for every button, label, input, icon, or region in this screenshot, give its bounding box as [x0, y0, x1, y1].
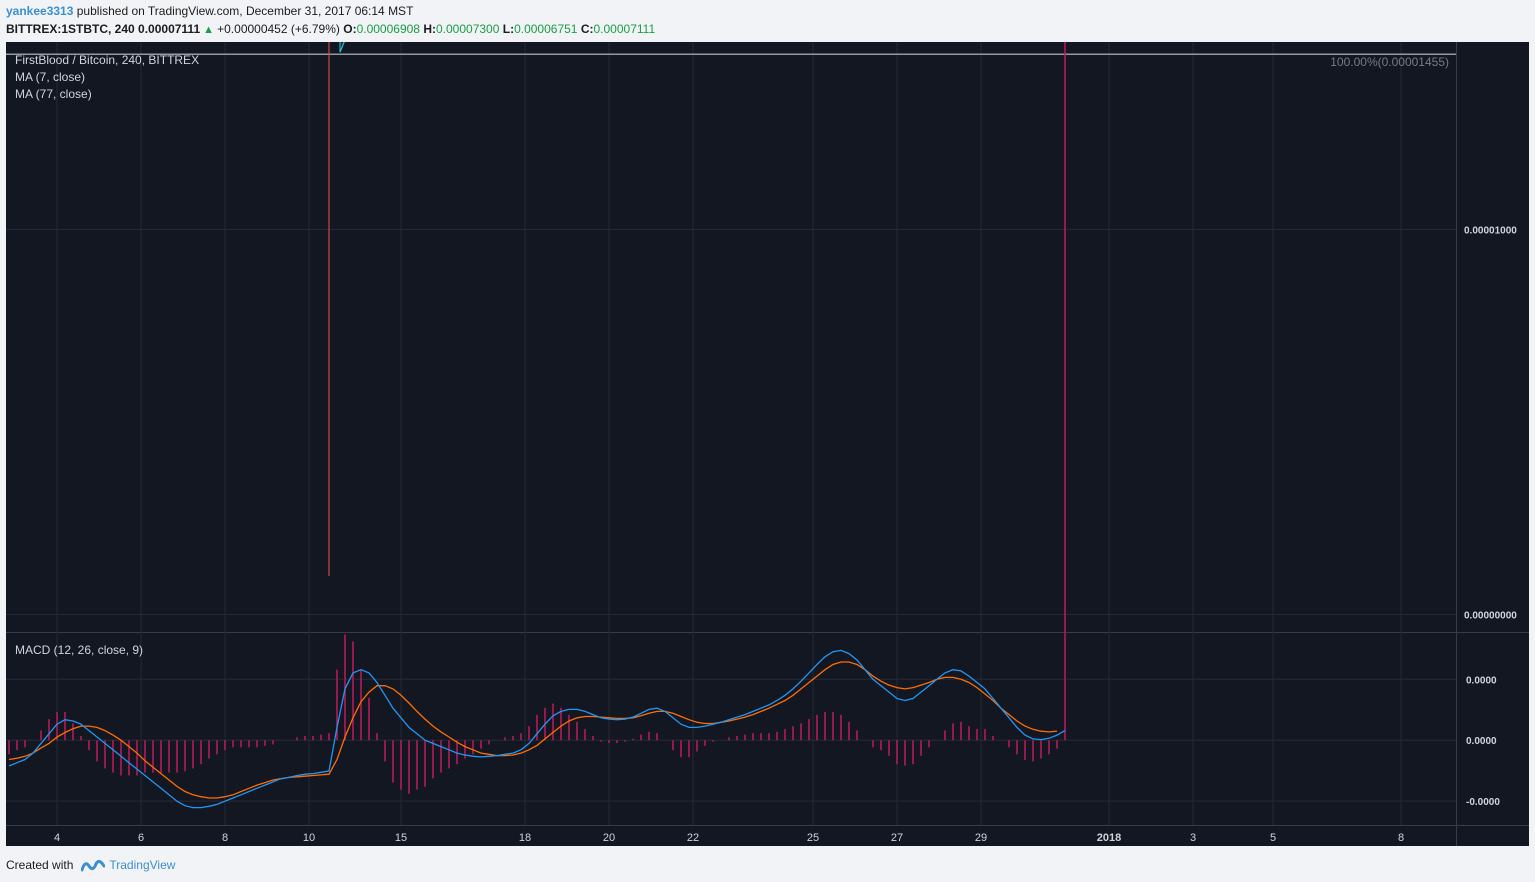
- triangle-rising-line: [339, 42, 345, 53]
- x-tick-label: 8: [222, 832, 228, 844]
- macd-y-tick-label: 0.0000: [1466, 675, 1497, 686]
- x-tick-label: 8: [1398, 832, 1404, 844]
- fib-level-label: 100.00%(0.00001455): [1330, 55, 1449, 69]
- macd-y-tick-label: 0.0000: [1466, 736, 1497, 747]
- chart-title: FirstBlood / Bitcoin, 240, BITTREX: [15, 53, 200, 67]
- ohlc-line: BITTREX:1STBTC, 240 0.00007111 ▲ +0.0000…: [6, 22, 655, 38]
- chart-svg[interactable]: 0.000140000.000130000.000120000.00011000…: [6, 42, 1529, 846]
- created-with-text: Created with: [6, 858, 74, 872]
- tradingview-logo-icon: [81, 859, 106, 872]
- low-value: 0.00006751: [514, 22, 578, 36]
- low-label: L:: [502, 22, 515, 36]
- y-tick-label: 0.00000000: [1464, 610, 1517, 621]
- close-value: 0.00007111: [593, 22, 656, 36]
- y-tick-label: 0.00001000: [1464, 225, 1517, 236]
- x-tick-label: 25: [807, 832, 819, 844]
- x-tick-label: 15: [395, 832, 407, 844]
- author-link[interactable]: yankee3313: [6, 4, 74, 18]
- last-price: 0.00007111: [138, 22, 201, 36]
- open-value: 0.00006908: [356, 22, 420, 36]
- high-value: 0.00007300: [436, 22, 500, 36]
- x-tick-label: 18: [519, 832, 531, 844]
- change-value: +0.00000452 (+6.79%): [217, 22, 340, 36]
- x-tick-label: 4: [54, 832, 60, 844]
- open-label: O:: [343, 22, 357, 36]
- ma77-legend[interactable]: MA (77, close): [15, 87, 92, 101]
- close-label: C:: [580, 22, 594, 36]
- macd-line: [8, 649, 1066, 809]
- x-tick-label: 29: [975, 832, 987, 844]
- footer: Created with TradingView: [6, 856, 175, 874]
- macd-signal-line: [8, 661, 1058, 799]
- x-tick-label: 20: [603, 832, 615, 844]
- tradingview-link[interactable]: TradingView: [109, 858, 176, 872]
- high-label: H:: [423, 22, 436, 36]
- triangle-fill: [340, 42, 345, 53]
- x-tick-label: 10: [303, 832, 315, 844]
- x-tick-label: 27: [891, 832, 903, 844]
- x-tick-label: 3: [1190, 832, 1196, 844]
- symbol-label: BITTREX:1STBTC, 240: [6, 22, 135, 36]
- x-tick-label: 5: [1270, 832, 1276, 844]
- x-tick-label: 22: [687, 832, 699, 844]
- x-tick-label: 6: [138, 832, 144, 844]
- up-arrow-icon: ▲: [200, 24, 218, 36]
- publish-text: published on TradingView.com, December 3…: [76, 4, 414, 18]
- publish-info: yankee3313 published on TradingView.com,…: [6, 4, 413, 20]
- chart-area[interactable]: 0.000140000.000130000.000120000.00011000…: [6, 42, 1529, 846]
- macd-legend[interactable]: MACD (12, 26, close, 9): [15, 643, 144, 657]
- ma7-legend[interactable]: MA (7, close): [15, 70, 86, 84]
- macd-y-tick-label: -0.0000: [1466, 797, 1500, 808]
- x-tick-label: 2018: [1097, 832, 1121, 844]
